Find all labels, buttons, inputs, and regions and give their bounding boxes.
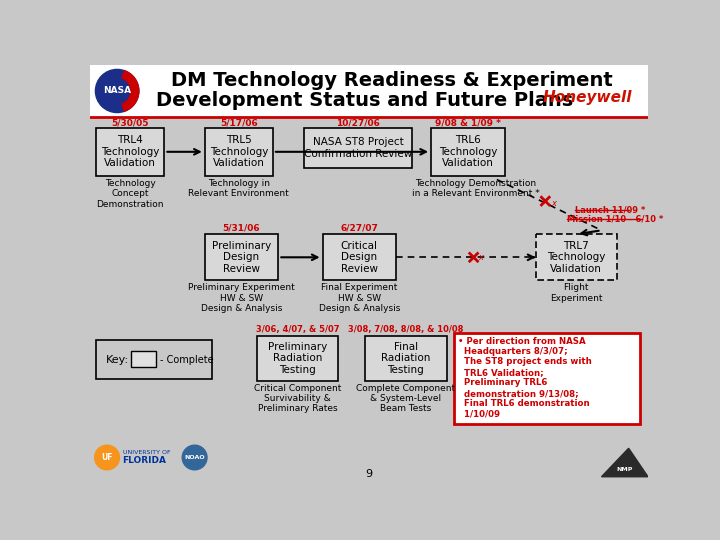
Text: TRL7
Technology
Validation: TRL7 Technology Validation [547,241,606,274]
Text: NMP: NMP [616,467,633,471]
Text: UNIVERSITY OF: UNIVERSITY OF [122,450,170,455]
Text: Development Status and Future Plans: Development Status and Future Plans [156,91,574,110]
Text: Final
Radiation
Testing: Final Radiation Testing [381,342,431,375]
Text: 3/08, 7/08, 8/08, & 10/08: 3/08, 7/08, 8/08, & 10/08 [348,325,464,334]
Text: Key:: Key: [106,355,129,365]
Text: Technology Demonstration
in a Relevant Environment *: Technology Demonstration in a Relevant E… [412,179,539,198]
Text: Preliminary
Radiation
Testing: Preliminary Radiation Testing [268,342,327,375]
Bar [96,340,212,379]
Text: 3/06, 4/07, & 5/07: 3/06, 4/07, & 5/07 [256,325,339,334]
Text: Technology
Concept
Demonstration: Technology Concept Demonstration [96,179,164,208]
Polygon shape [601,448,648,477]
Text: Complete Component
& System-Level
Beam Tests: Complete Component & System-Level Beam T… [356,383,455,414]
Bar [454,333,640,423]
Text: TRL6
Technology
Validation: TRL6 Technology Validation [438,135,497,168]
Text: Flight
Experiment: Flight Experiment [550,284,603,303]
Bar [90,65,648,117]
Bar [323,234,396,280]
Text: Technology in
Relevant Environment: Technology in Relevant Environment [189,179,289,198]
Bar [304,128,413,168]
Text: Critical Component
Survivability &
Preliminary Rates: Critical Component Survivability & Preli… [253,383,341,414]
Text: x: x [551,199,556,208]
Text: 5/30/05: 5/30/05 [112,119,149,128]
Circle shape [96,70,139,112]
Text: Preliminary Experiment
HW & SW
Design & Analysis: Preliminary Experiment HW & SW Design & … [188,284,295,313]
Text: 5/31/06: 5/31/06 [222,224,261,233]
Text: NOAO: NOAO [184,455,205,460]
Text: • Per direction from NASA
  Headquarters 8/3/07;
  The ST8 project ends with
  T: • Per direction from NASA Headquarters 8… [458,336,592,418]
Text: 10/27/06: 10/27/06 [336,119,380,128]
Bar [204,128,273,176]
Wedge shape [122,71,139,111]
Text: Launch 11/09 *: Launch 11/09 * [575,205,646,214]
Bar [204,234,279,280]
Bar [256,336,338,381]
Text: UF: UF [102,453,113,462]
Text: Final Experiment
HW & SW
Design & Analysis: Final Experiment HW & SW Design & Analys… [319,284,400,313]
Circle shape [94,445,120,470]
Text: 9: 9 [366,469,372,480]
Text: FLORIDA: FLORIDA [122,456,166,465]
Text: - Complete: - Complete [160,355,213,365]
Bar [96,128,164,176]
Text: NASA: NASA [103,86,131,96]
Text: x: x [478,253,483,262]
Text: Honeywell: Honeywell [543,90,632,105]
Text: DM Technology Readiness & Experiment: DM Technology Readiness & Experiment [171,71,613,90]
Text: Mission 1/10 - 6/10 *: Mission 1/10 - 6/10 * [567,214,663,224]
Bar [536,234,617,280]
Bar [131,351,156,367]
Text: Critical
Design
Review: Critical Design Review [341,241,378,274]
Text: TRL4
Technology
Validation: TRL4 Technology Validation [101,135,160,168]
Text: 6/27/07: 6/27/07 [341,224,378,233]
Circle shape [182,445,207,470]
Bar [365,336,446,381]
Text: TRL5
Technology
Validation: TRL5 Technology Validation [210,135,268,168]
Text: 5/17/06: 5/17/06 [220,119,258,128]
Text: NASA ST8 Project
Confirmation Review: NASA ST8 Project Confirmation Review [304,137,413,159]
Text: 9/08 & 1/09 *: 9/08 & 1/09 * [435,119,500,128]
Bar [431,128,505,176]
Text: Preliminary
Design
Review: Preliminary Design Review [212,241,271,274]
